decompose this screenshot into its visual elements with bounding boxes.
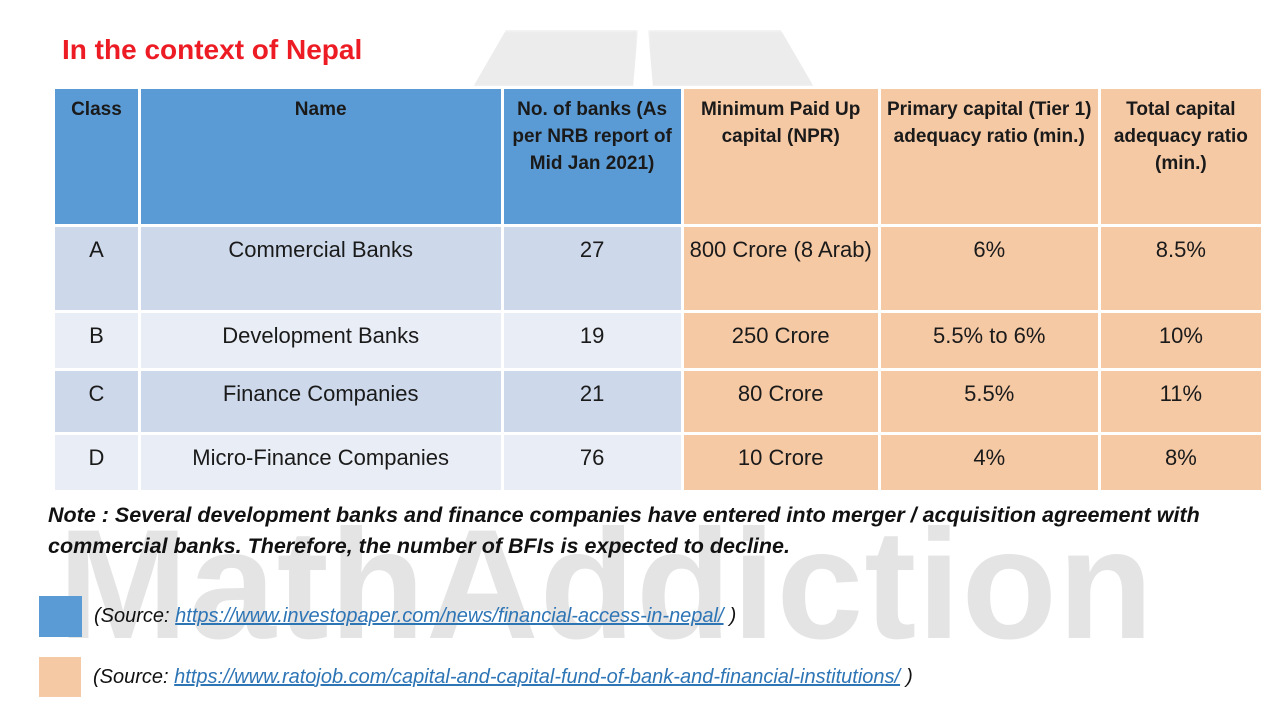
header-cell-class: Class [52,86,141,227]
cell-count-d: 76 [500,432,684,493]
cell-tier1-a: 6% [877,224,1101,313]
note-text: Note : Several development banks and fin… [48,503,1200,559]
cell-capital-a: 800 Crore (8 Arab) [680,224,881,313]
table-row: C Finance Companies 21 80 Crore 5.5% 11% [52,368,1265,435]
blue-legend-swatch [39,596,82,637]
cell-tier1-d: 4% [877,432,1101,493]
source-row-orange: (Source: https://www.ratojob.com/capital… [39,657,913,697]
header-cell-name: Name [137,86,504,227]
cell-count-a: 27 [500,224,684,313]
cell-name-d: Micro-Finance Companies [137,432,504,493]
cell-total-ratio-a: 8.5% [1097,224,1265,313]
header-cell-primary-capital: Primary capital (Tier 1) adequacy ratio … [877,86,1101,227]
cell-count-c: 21 [500,368,684,435]
cell-tier1-c: 5.5% [877,368,1101,435]
watermark-text: MathAddiction [58,498,1155,672]
watermark-logo-shape-left-icon [473,30,638,87]
source-prefix-2: (Source: [93,665,169,688]
page-title: In the context of Nepal [62,34,363,65]
source-suffix-1: ) [729,605,737,627]
cell-total-ratio-d: 8% [1097,432,1265,493]
cell-name-a: Commercial Banks [137,224,504,313]
cell-count-b: 19 [500,310,684,371]
cell-class-d: D [52,432,141,493]
cell-class-c: C [52,368,141,435]
cell-class-b: B [52,310,141,371]
source-link-investopaper[interactable]: https://www.investopaper.com/news/financ… [175,605,724,627]
cell-name-c: Finance Companies [137,368,504,435]
cell-capital-d: 10 Crore [680,432,881,493]
cell-capital-b: 250 Crore [680,310,881,371]
bank-classes-table: Class Name No. of banks (As per NRB repo… [52,86,1265,493]
cell-capital-c: 80 Crore [680,368,881,435]
source-prefix-1: (Source: [94,605,170,627]
source-text-2: (Source: https://www.ratojob.com/capital… [93,666,913,689]
cell-tier1-b: 5.5% to 6% [877,310,1101,371]
orange-legend-swatch [39,657,81,697]
table-row: D Micro-Finance Companies 76 10 Crore 4%… [52,432,1265,493]
table-row: B Development Banks 19 250 Crore 5.5% to… [52,310,1265,371]
table-header-row: Class Name No. of banks (As per NRB repo… [52,86,1265,227]
source-row-blue: (Source: https://www.investopaper.com/ne… [39,596,736,637]
header-cell-min-paid-up: Minimum Paid Up capital (NPR) [680,86,881,227]
source-link-ratojob[interactable]: https://www.ratojob.com/capital-and-capi… [174,665,901,688]
cell-total-ratio-c: 11% [1097,368,1265,435]
cell-class-a: A [52,224,141,313]
table-row: A Commercial Banks 27 800 Crore (8 Arab)… [52,224,1265,313]
cell-name-b: Development Banks [137,310,504,371]
header-cell-no-of-banks: No. of banks (As per NRB report of Mid J… [500,86,684,227]
source-suffix-2: ) [906,665,913,688]
header-cell-total-capital: Total capital adequacy ratio (min.) [1097,86,1265,227]
source-text-1: (Source: https://www.investopaper.com/ne… [94,605,736,628]
watermark-logo-shape-right-icon [648,30,814,87]
cell-total-ratio-b: 10% [1097,310,1265,371]
